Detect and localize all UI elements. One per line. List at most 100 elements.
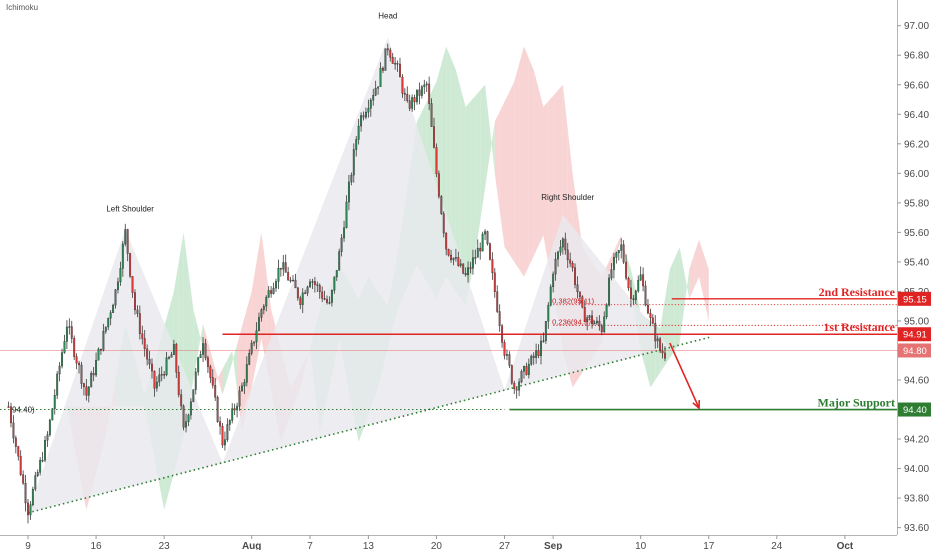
candle-body xyxy=(564,238,567,251)
candle-body xyxy=(245,364,248,383)
candle-body xyxy=(571,262,574,268)
candle-body xyxy=(112,304,115,313)
cloud-segment xyxy=(689,254,695,299)
candle-body xyxy=(68,326,71,328)
candle-body xyxy=(608,277,611,306)
candle-body xyxy=(384,48,387,71)
candle-body xyxy=(593,322,596,325)
ascending-trendline xyxy=(27,336,711,514)
cloud-segment xyxy=(480,84,486,222)
candle-body xyxy=(151,363,153,372)
candle-body xyxy=(595,320,598,324)
candle-body xyxy=(656,338,659,342)
candle-body xyxy=(615,252,618,258)
candle-body xyxy=(581,296,584,308)
candle-body xyxy=(160,374,163,376)
candle-body xyxy=(258,317,260,331)
candle-body xyxy=(117,281,119,290)
candle-body xyxy=(182,405,185,428)
candle-body xyxy=(481,233,484,252)
candle-body xyxy=(600,325,603,333)
candle-body xyxy=(282,262,285,270)
candle-body xyxy=(221,425,224,446)
candle-body xyxy=(46,434,49,441)
x-tick-label: 23 xyxy=(159,541,171,550)
candle-body xyxy=(620,244,623,251)
candle-body xyxy=(10,406,12,424)
candle-body xyxy=(304,292,307,295)
cloud-segment xyxy=(494,111,500,211)
candles xyxy=(7,43,666,524)
candle-body xyxy=(185,421,187,428)
candle-body xyxy=(574,267,576,285)
cloud-segment xyxy=(256,232,262,364)
candle-body xyxy=(627,278,630,289)
candle-body xyxy=(527,363,530,375)
candle-body xyxy=(430,103,433,127)
candle-body xyxy=(41,459,44,462)
candle-body xyxy=(328,302,331,304)
candle-body xyxy=(131,276,134,293)
candle-body xyxy=(53,394,56,409)
candle-body xyxy=(437,173,440,197)
candle-body xyxy=(90,373,93,388)
candle-body xyxy=(165,357,168,376)
cloud-segment xyxy=(509,81,515,262)
candle-body xyxy=(416,89,418,103)
candle-body xyxy=(219,421,222,427)
level-label: 1st Resistance xyxy=(823,320,895,334)
x-tick-label: 24 xyxy=(771,541,783,550)
candle-body xyxy=(301,292,304,305)
candle-body xyxy=(277,267,280,282)
candle-body xyxy=(265,296,268,307)
candle-body xyxy=(352,149,355,176)
candle-body xyxy=(433,126,435,148)
candle-body xyxy=(435,147,438,174)
candle-body xyxy=(99,348,102,351)
candle-body xyxy=(454,257,457,259)
candle-body xyxy=(491,259,494,274)
candle-body xyxy=(471,257,474,269)
candle-body xyxy=(209,366,212,378)
fib-label: 0.382(95.11) xyxy=(552,297,594,306)
cloud-segment xyxy=(485,84,490,189)
candle-body xyxy=(632,298,635,301)
candle-body xyxy=(153,370,156,389)
y-tick-label: 95.80 xyxy=(904,198,929,209)
candle-body xyxy=(330,290,333,303)
candle-body xyxy=(36,472,39,476)
candle-body xyxy=(637,279,640,292)
candle-body xyxy=(216,397,219,422)
cloud-segment xyxy=(504,91,510,255)
candle-body xyxy=(520,371,523,383)
cloud-segment xyxy=(470,95,476,281)
candle-body xyxy=(289,279,292,282)
candle-body xyxy=(518,381,521,391)
candle-body xyxy=(440,196,443,214)
candle-body xyxy=(369,99,372,109)
candle-body xyxy=(515,388,518,391)
y-tick-label: 95.60 xyxy=(904,228,929,239)
candle-body xyxy=(163,374,166,376)
y-tick-label: 96.20 xyxy=(904,139,929,150)
candle-body xyxy=(95,359,98,376)
candle-body xyxy=(126,229,129,254)
candle-body xyxy=(121,243,124,269)
candle-body xyxy=(586,317,589,323)
x-tick-label: 17 xyxy=(703,541,715,550)
candle-body xyxy=(513,382,516,389)
x-tick-label: Oct xyxy=(837,541,854,550)
candle-body xyxy=(408,100,411,109)
candle-body xyxy=(262,305,265,310)
candle-body xyxy=(442,213,445,234)
candle-body xyxy=(382,67,384,71)
candle-body xyxy=(80,364,83,384)
levels-layer xyxy=(0,298,897,514)
candle-body xyxy=(31,488,34,506)
candle-body xyxy=(107,317,110,328)
candle-body xyxy=(413,97,416,103)
y-tick-label: 95.40 xyxy=(904,257,929,268)
candle-body xyxy=(335,270,338,278)
candle-body xyxy=(136,309,139,314)
